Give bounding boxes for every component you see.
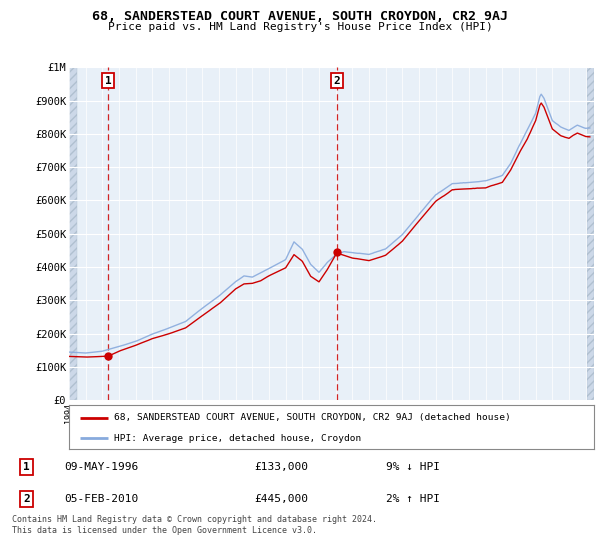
Text: Price paid vs. HM Land Registry's House Price Index (HPI): Price paid vs. HM Land Registry's House … — [107, 22, 493, 32]
Text: 1: 1 — [23, 462, 30, 472]
Text: £133,000: £133,000 — [254, 462, 308, 472]
Text: £445,000: £445,000 — [254, 494, 308, 504]
Bar — [69, 67, 77, 400]
Text: 05-FEB-2010: 05-FEB-2010 — [64, 494, 138, 504]
Text: HPI: Average price, detached house, Croydon: HPI: Average price, detached house, Croy… — [113, 433, 361, 443]
Text: 68, SANDERSTEAD COURT AVENUE, SOUTH CROYDON, CR2 9AJ: 68, SANDERSTEAD COURT AVENUE, SOUTH CROY… — [92, 10, 508, 23]
Text: 2: 2 — [23, 494, 30, 504]
Text: 68, SANDERSTEAD COURT AVENUE, SOUTH CROYDON, CR2 9AJ (detached house): 68, SANDERSTEAD COURT AVENUE, SOUTH CROY… — [113, 413, 511, 422]
Text: 09-MAY-1996: 09-MAY-1996 — [64, 462, 138, 472]
Text: 2% ↑ HPI: 2% ↑ HPI — [386, 494, 440, 504]
Text: 1: 1 — [105, 76, 112, 86]
Text: Contains HM Land Registry data © Crown copyright and database right 2024.
This d: Contains HM Land Registry data © Crown c… — [12, 515, 377, 535]
Bar — [587, 67, 594, 400]
Text: 9% ↓ HPI: 9% ↓ HPI — [386, 462, 440, 472]
Text: 2: 2 — [334, 76, 341, 86]
